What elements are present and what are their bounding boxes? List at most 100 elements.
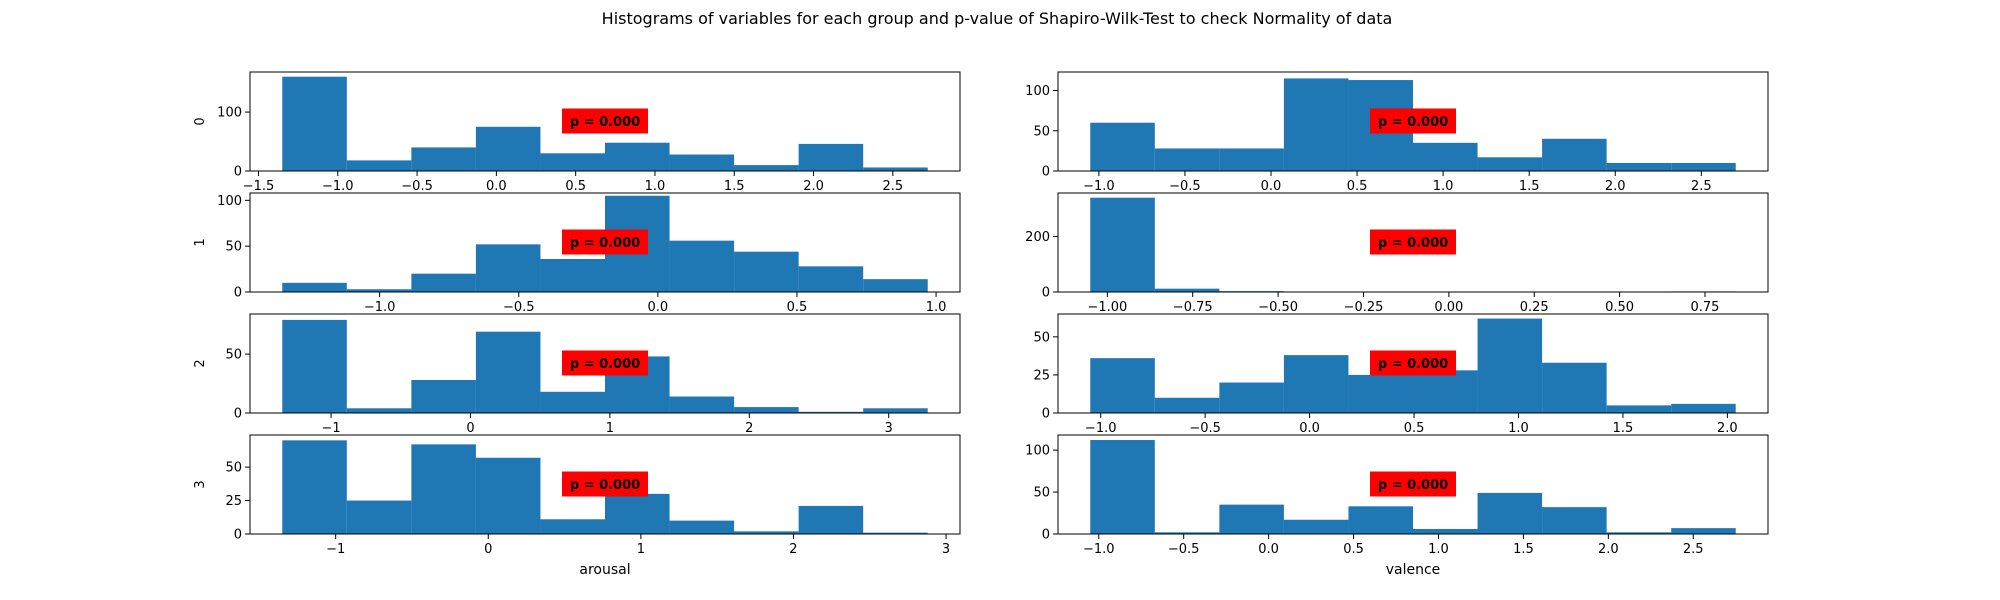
- histogram-bar: [798, 266, 864, 292]
- histogram-bar: [1154, 532, 1220, 534]
- histogram-bar: [605, 493, 670, 534]
- x-tick-label: −1.5: [243, 179, 275, 194]
- p-value-box: [1370, 229, 1456, 255]
- histogram-bar: [863, 167, 928, 171]
- histogram-bar: [346, 160, 412, 171]
- y-tick-label: 50: [225, 348, 242, 363]
- p-value-label: p = 0.000: [570, 115, 640, 130]
- histogram-bar: [863, 532, 928, 534]
- x-axis-label: valence: [1386, 562, 1441, 578]
- histogram-bar: [282, 319, 347, 413]
- x-tick-label: 1.0: [1433, 179, 1454, 194]
- y-tick-label: 0: [1042, 286, 1050, 301]
- x-tick-label: −0.75: [1173, 300, 1213, 315]
- axes-frame: [1057, 71, 1769, 172]
- histogram-bar: [1283, 78, 1349, 171]
- histogram-bar: [1219, 382, 1284, 413]
- x-tick-label: 0.0: [648, 300, 669, 315]
- p-value-label: p = 0.000: [570, 478, 640, 493]
- y-tick-label: 50: [1033, 486, 1050, 501]
- x-tick-label: −1: [321, 421, 340, 436]
- x-tick-label: 1.5: [1513, 542, 1534, 557]
- histogram-bar: [1542, 362, 1607, 413]
- x-tick-label: 0.0: [1261, 179, 1282, 194]
- y-tick-label: 50: [225, 461, 242, 476]
- x-tick-label: 2.5: [1683, 542, 1704, 557]
- y-tick-label: 0: [234, 528, 242, 543]
- x-tick-label: 1: [606, 421, 614, 436]
- x-tick-label: 1.0: [1428, 542, 1449, 557]
- histogram-bar: [605, 142, 670, 171]
- axes-frame: [249, 313, 961, 414]
- p-value-label: p = 0.000: [1378, 478, 1448, 493]
- y-tick-label: 0: [1042, 528, 1050, 543]
- arousal-group-3-panel: −1 0 1 2 3 0 25 50 3 arousal p = 0.000: [193, 434, 961, 578]
- histogram-bar: [475, 331, 541, 413]
- x-tick-label: 1: [637, 542, 645, 557]
- histogram-bar: [669, 240, 735, 292]
- histogram-bar: [734, 531, 799, 534]
- y-tick-label: 200: [1025, 230, 1050, 245]
- x-tick-label: −0.5: [1169, 179, 1201, 194]
- histogram-bar: [282, 440, 347, 534]
- x-tick-label: 0.75: [1691, 300, 1720, 315]
- x-tick-label: 2.5: [882, 179, 903, 194]
- x-tick-label: 2.0: [1717, 421, 1738, 436]
- histogram-bar: [863, 279, 928, 292]
- x-tick-label: 0.5: [1347, 179, 1368, 194]
- histogram-bar: [669, 154, 735, 171]
- histogram-bar: [1413, 142, 1478, 171]
- y-axis-label: 2: [193, 359, 208, 367]
- x-tick-label: 0.5: [1343, 542, 1364, 557]
- y-tick-label: 0: [1042, 165, 1050, 180]
- histogram-bar: [1671, 403, 1736, 413]
- x-tick-label: 0.0: [1299, 421, 1320, 436]
- x-tick-label: 3: [942, 542, 950, 557]
- x-tick-label: 0.50: [1605, 300, 1634, 315]
- p-value-box: [562, 108, 648, 134]
- valence-group-0-panel: −1.0 −0.5 0.0 0.5 1.0 1.5 2.0 2.5 0 50 100 p = 0.00…: [1025, 71, 1769, 194]
- histogram-bar: [1477, 318, 1543, 413]
- x-tick-label: −0.5: [503, 300, 535, 315]
- y-tick-label: 25: [225, 494, 242, 509]
- histogram-bar: [734, 251, 799, 292]
- histogram-bar: [411, 380, 476, 413]
- histogram-bar: [1606, 532, 1672, 534]
- histogram-bar: [346, 408, 412, 413]
- histogram-bar: [1348, 506, 1413, 534]
- histogram-bar: [1413, 370, 1478, 413]
- histogram-bar: [411, 273, 476, 292]
- axes-frame: [249, 71, 961, 172]
- x-tick-label: −0.25: [1344, 300, 1384, 315]
- histogram-bar: [1090, 122, 1155, 171]
- x-tick-label: 0.5: [787, 300, 808, 315]
- histogram-bar: [798, 505, 864, 534]
- histogram-bar: [1283, 355, 1349, 413]
- x-tick-label: 1.5: [1519, 179, 1540, 194]
- x-tick-label: −0.5: [1168, 542, 1200, 557]
- x-tick-label: −1.00: [1087, 300, 1127, 315]
- x-tick-label: −1.0: [1083, 179, 1115, 194]
- p-value-box: [562, 229, 648, 255]
- y-tick-label: 0: [1042, 407, 1050, 422]
- p-value-box: [562, 350, 648, 376]
- y-tick-label: 50: [1033, 124, 1050, 139]
- histogram-bar: [1154, 148, 1220, 171]
- histogram-bar: [669, 520, 735, 534]
- x-tick-label: −1.0: [364, 300, 396, 315]
- histogram-bar: [863, 408, 928, 413]
- p-value-box: [1370, 108, 1456, 134]
- arousal-group-0-panel: −1.5 −1.0 −0.5 0.0 0.5 1.0 1.5 2.0 2.5 0 100 0 p = 0…: [193, 71, 961, 194]
- histogram-bar: [282, 282, 347, 292]
- x-tick-label: 0.5: [1404, 421, 1425, 436]
- histogram-bar: [1477, 157, 1543, 171]
- x-tick-label: 2.0: [1598, 542, 1619, 557]
- histogram-bar: [669, 396, 735, 413]
- histogram-bar: [475, 126, 541, 171]
- histogram-bar: [1671, 528, 1736, 534]
- p-value-label: p = 0.000: [570, 357, 640, 372]
- p-value-box: [562, 471, 648, 497]
- histogram-bar: [1090, 197, 1155, 292]
- y-tick-label: 100: [1025, 84, 1050, 99]
- x-tick-label: −0.5: [1189, 421, 1221, 436]
